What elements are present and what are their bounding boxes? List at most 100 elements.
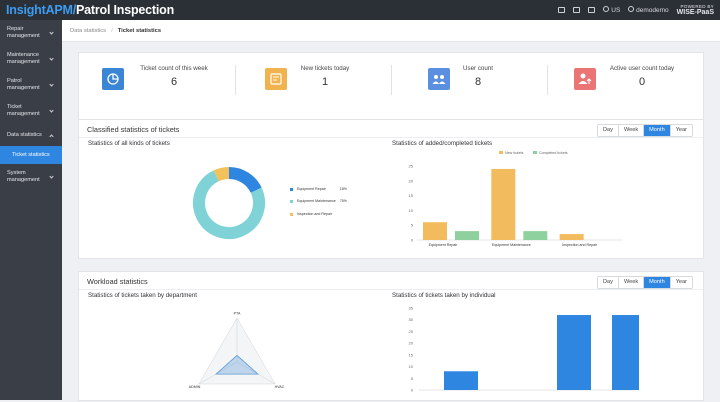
main-content: Data statistics / Ticket statistics Tick… <box>62 20 720 401</box>
radar-area <box>214 354 260 375</box>
donut-slice <box>213 167 230 182</box>
summary-stats: Ticket count of this week 6 New tickets … <box>78 52 704 125</box>
clipboard-icon[interactable] <box>573 7 581 13</box>
stat-weekly-tickets: Ticket count of this week 6 <box>79 53 235 124</box>
bar <box>557 315 591 390</box>
breadcrumb-parent[interactable]: Data statistics <box>70 27 107 34</box>
new-ticket-icon <box>265 68 287 90</box>
document-icon[interactable] <box>588 7 596 13</box>
sidebar-item-label: System management <box>7 170 40 183</box>
donut-legend-item: Equipment Repair 18% <box>290 187 347 191</box>
radar-label: ADMIN <box>189 385 201 389</box>
radar-axis <box>236 361 276 385</box>
chart-title-left: Statistics of all kinds of tickets <box>88 140 170 147</box>
bar <box>455 231 479 240</box>
bar <box>491 168 516 240</box>
sidebar-item-patrol[interactable]: Patrol management <box>0 72 62 98</box>
chevron-down-icon <box>49 174 54 179</box>
period-year[interactable]: Year <box>669 277 692 288</box>
user-menu[interactable]: demodemo <box>628 6 669 14</box>
bar <box>612 315 639 390</box>
stat-new-tickets: New tickets today 1 <box>235 53 391 124</box>
pie-chart-icon <box>102 68 124 90</box>
brand-name: InsightAPM/ <box>6 3 77 17</box>
period-selector: Day Week Month Year <box>596 276 693 289</box>
chart-title-left: Statistics of tickets taken by departmen… <box>88 292 198 299</box>
breadcrumb-current: Ticket statistics <box>117 27 162 34</box>
bar <box>423 222 447 240</box>
period-week[interactable]: Week <box>617 125 644 136</box>
active-user-icon <box>574 68 596 90</box>
sidebar-item-system[interactable]: System management <box>0 164 62 190</box>
powered-by-logo: POWERED BY WISE-PaaS <box>677 4 714 16</box>
chevron-down-icon <box>49 56 54 61</box>
chevron-down-icon <box>49 30 54 35</box>
monitor-icon[interactable] <box>558 7 566 13</box>
classified-stats-panel: Classified statistics of tickets Day Wee… <box>78 119 704 259</box>
chart-title-right: Statistics of added/completed tickets <box>392 140 493 147</box>
powered-line-2: WISE-PaaS <box>676 9 714 16</box>
legend-value: 18% <box>339 187 347 191</box>
period-year[interactable]: Year <box>669 125 692 136</box>
x-tick-label: Equipment Repair <box>429 243 459 247</box>
legend-label: Equipment Repair <box>297 187 326 191</box>
workload-stats-panel: Workload statistics Day Week Month Year … <box>78 271 704 401</box>
stat-user-count: User count 8 <box>391 53 547 124</box>
sidebar-subitem-ticket-statistics[interactable]: Ticket statistics <box>0 146 62 164</box>
breadcrumb: Data statistics / Ticket statistics <box>62 20 720 42</box>
donut-legend-item: Equipment Maintenance 75% <box>290 199 347 203</box>
sidebar-item-ticket[interactable]: Ticket management <box>0 98 62 124</box>
y-tick-label: 15 <box>409 193 414 198</box>
department-radar-chart: PTA HVAC ADMIN <box>189 312 285 390</box>
y-tick-label: 5 <box>411 376 414 381</box>
sidebar-item-maintenance[interactable]: Maintenance management <box>0 46 62 72</box>
stat-value: 8 <box>474 76 482 88</box>
panel-title: Classified statistics of tickets <box>87 125 180 134</box>
stat-value: 6 <box>170 76 178 88</box>
legend-label: Equipment Maintenance <box>297 199 336 203</box>
top-bar: InsightAPM/Patrol Inspection US demodemo… <box>0 0 720 20</box>
legend-label: New tickets <box>505 151 524 155</box>
chevron-down-icon <box>49 108 54 113</box>
period-month[interactable]: Month <box>643 125 670 136</box>
sidebar-item-repair[interactable]: Repair management <box>0 20 62 46</box>
user-name: demodemo <box>636 7 669 14</box>
stat-label: New tickets today <box>300 65 350 72</box>
period-day[interactable]: Day <box>597 125 618 136</box>
x-tick-label: Inspection and Repair <box>562 243 598 247</box>
bar <box>523 231 548 240</box>
period-selector: Day Week Month Year <box>596 124 693 137</box>
powered-line-1: POWERED BY <box>680 4 714 9</box>
chevron-up-icon <box>49 134 54 139</box>
y-tick-label: 10 <box>409 364 414 369</box>
y-tick-label: 35 <box>409 306 414 311</box>
radar-label: PTA <box>234 312 241 316</box>
breadcrumb-separator: / <box>111 27 113 34</box>
stat-label: Ticket count of this week <box>140 65 208 72</box>
y-tick-label: 20 <box>409 178 414 183</box>
legend-swatch <box>499 151 503 154</box>
stat-label: Active user count today <box>609 65 675 72</box>
y-tick-label: 0 <box>411 238 414 243</box>
period-week[interactable]: Week <box>617 277 644 288</box>
sidebar-item-data-statistics[interactable]: Data statistics <box>0 124 62 146</box>
sidebar-item-label: Ticket management <box>7 104 40 117</box>
stat-value: 1 <box>321 76 329 88</box>
legend-swatch <box>290 187 293 191</box>
radar-axis <box>198 361 238 385</box>
period-month[interactable]: Month <box>643 277 670 288</box>
globe-icon <box>603 6 610 12</box>
brand-product: Patrol Inspection <box>76 3 175 17</box>
bar <box>559 234 584 240</box>
y-tick-label: 15 <box>409 352 414 357</box>
top-right-tools: US demodemo POWERED BY WISE-PaaS <box>558 0 714 20</box>
stat-value: 0 <box>638 76 646 88</box>
period-day[interactable]: Day <box>597 277 618 288</box>
panel-divider <box>79 137 703 138</box>
chevron-down-icon <box>49 82 54 87</box>
y-tick-label: 5 <box>411 223 414 228</box>
user-icon <box>628 6 635 12</box>
legend-swatch <box>290 199 293 203</box>
language-switch[interactable]: US <box>603 6 620 14</box>
donut-legend-item: Inspection and Repair <box>290 212 332 216</box>
